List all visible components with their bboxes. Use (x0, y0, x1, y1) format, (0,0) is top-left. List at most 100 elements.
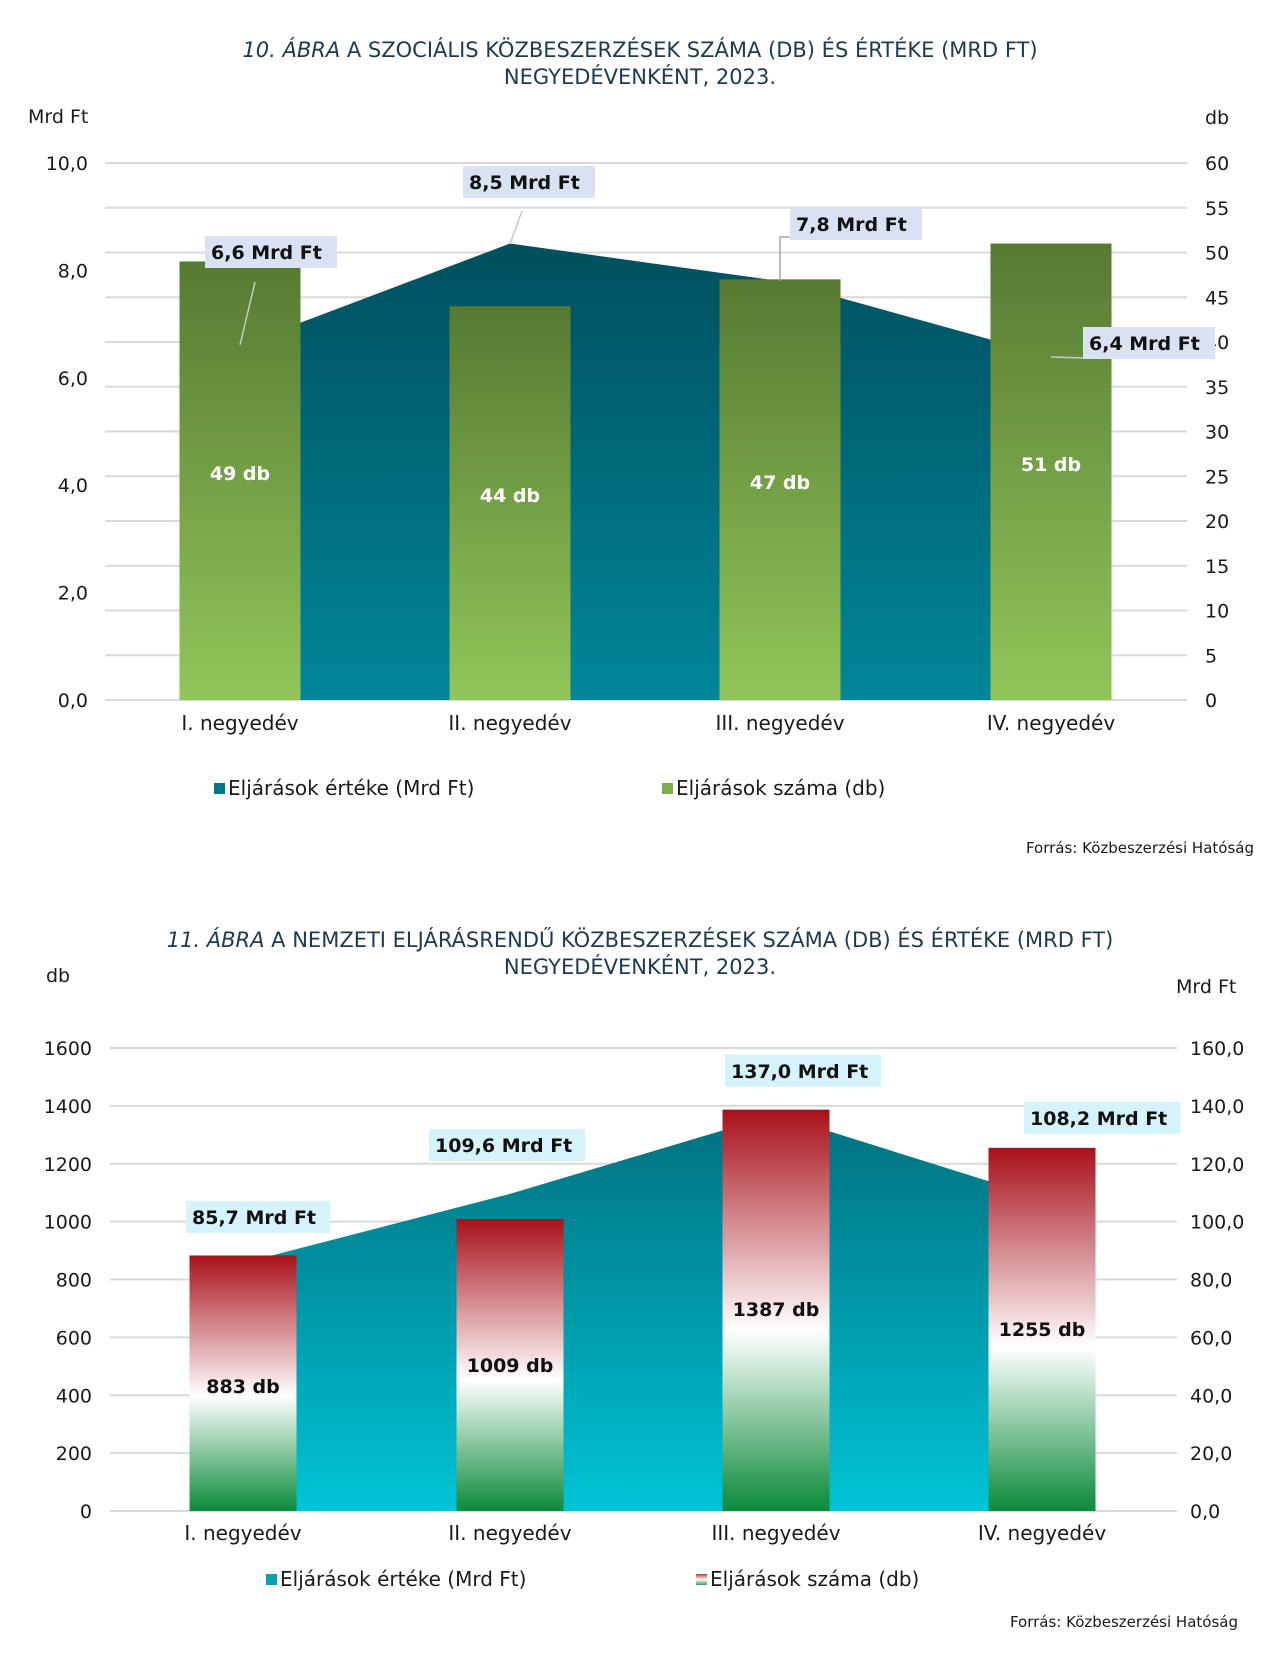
left-axis-tick-label: 1400 (44, 1096, 92, 1118)
left-axis-tick-label: 0,0 (58, 690, 88, 712)
left-axis-tick-label: 1000 (44, 1212, 92, 1234)
right-axis-tick-label: 25 (1205, 466, 1229, 488)
area-value-label: 6,4 Mrd Ft (1089, 333, 1200, 355)
legend-label-count: Eljárások száma (db) (710, 1567, 919, 1591)
value-label-bg (725, 1055, 882, 1087)
leader-line (509, 210, 523, 245)
area-series-value (240, 243, 1051, 701)
chart-10-legend: Eljárások értéke (Mrd Ft) Eljárások szám… (214, 776, 885, 800)
chart-10-source: Forrás: Közbeszerzési Hatóság (1026, 839, 1254, 857)
right-axis-tick-label: 40,0 (1190, 1385, 1232, 1407)
category-label: I. negyedév (184, 1521, 301, 1545)
left-axis-tick-label: 0 (80, 1501, 92, 1523)
right-axis-tick-label: 80,0 (1190, 1270, 1232, 1292)
right-axis-tick-label: 20 (1205, 511, 1229, 533)
legend-swatch-count (696, 1574, 707, 1585)
legend-swatch-value (266, 1574, 277, 1585)
right-axis-tick-label: 100,0 (1190, 1212, 1244, 1234)
bar-value-label: 44 db (480, 485, 540, 507)
area-value-label: 7,8 Mrd Ft (796, 214, 907, 236)
chart-10-left-axis-label: Mrd Ft (28, 106, 88, 128)
chart-11-title-text: A NEMZETI ELJÁRÁSRENDŰ KÖZBESZERZÉSEK SZ… (265, 927, 1114, 952)
left-axis-tick-label: 2,0 (58, 583, 88, 605)
chart-10-right-axis-label: db (1205, 107, 1229, 129)
value-label-bg (186, 1201, 331, 1233)
value-label-bg (205, 236, 337, 268)
bar-count (988, 1147, 1096, 1511)
left-axis-tick-label: 8,0 (58, 260, 88, 282)
right-axis-tick-label: 60,0 (1190, 1327, 1232, 1349)
right-axis-tick-label: 5 (1205, 645, 1217, 667)
bar-value-label: 883 db (206, 1376, 279, 1398)
chart-11-title-prefix: 11. ÁBRA (167, 927, 265, 952)
bar-value-label: 47 db (750, 472, 810, 494)
left-axis-tick-label: 4,0 (58, 475, 88, 497)
legend-label-value: Eljárások értéke (Mrd Ft) (228, 776, 474, 800)
category-label: III. negyedév (715, 711, 844, 735)
leader-line (1050, 356, 1086, 359)
right-axis-tick-label: 15 (1205, 556, 1229, 578)
legend-label-count: Eljárások száma (db) (676, 776, 885, 800)
area-series-value (243, 1114, 1042, 1511)
left-axis-tick-label: 200 (56, 1443, 92, 1465)
leader-line (239, 281, 256, 346)
area-value-label: 109,6 Mrd Ft (435, 1135, 572, 1157)
right-axis-tick-label: 55 (1205, 198, 1229, 220)
category-label: I. negyedév (181, 711, 298, 735)
chart-11-source: Forrás: Közbeszerzési Hatóság (1010, 1613, 1238, 1631)
chart-11-left-axis-label: db (46, 965, 70, 987)
legend-label-value: Eljárások értéke (Mrd Ft) (280, 1567, 526, 1591)
bar-count (719, 279, 841, 700)
chart-11-title-line2: NEGYEDÉVENKÉNT, 2023. (504, 954, 776, 979)
value-label-bg (790, 208, 922, 240)
bar-count (189, 1255, 297, 1511)
right-axis-tick-label: 45 (1205, 287, 1229, 309)
right-axis-tick-label: 0,0 (1190, 1501, 1220, 1523)
leader-line (779, 236, 790, 281)
left-axis-tick-label: 600 (56, 1327, 92, 1349)
left-axis-tick-label: 6,0 (58, 368, 88, 390)
bar-count (456, 1219, 564, 1511)
area-value-label: 8,5 Mrd Ft (469, 172, 580, 194)
category-label: II. negyedév (448, 1521, 571, 1545)
category-label: II. negyedév (448, 711, 571, 735)
right-axis-tick-label: 20,0 (1190, 1443, 1232, 1465)
right-axis-tick-label: 35 (1205, 377, 1229, 399)
value-label-bg (429, 1129, 586, 1161)
left-axis-tick-label: 1200 (44, 1154, 92, 1176)
bar-count (179, 261, 301, 700)
value-label-bg (1024, 1102, 1181, 1134)
category-label: III. negyedév (711, 1521, 840, 1545)
chart-11: 11. ÁBRA A NEMZETI ELJÁRÁSRENDŰ KÖZBESZE… (44, 927, 1245, 1631)
legend-swatch-value (214, 783, 225, 794)
right-axis-tick-label: 0 (1205, 690, 1217, 712)
bar-count (990, 243, 1112, 701)
right-axis-tick-label: 160,0 (1190, 1038, 1244, 1060)
area-value-label: 108,2 Mrd Ft (1030, 1108, 1167, 1130)
chart-10-title-line1: 10. ÁBRA A SZOCIÁLIS KÖZBESZERZÉSEK SZÁM… (242, 37, 1037, 62)
chart-11-legend: Eljárások értéke (Mrd Ft) Eljárások szám… (266, 1567, 919, 1591)
left-axis-tick-label: 400 (56, 1385, 92, 1407)
chart-10-title-prefix: 10. ÁBRA (242, 37, 340, 62)
left-axis-tick-label: 1600 (44, 1038, 92, 1060)
chart-10-title-text: A SZOCIÁLIS KÖZBESZERZÉSEK SZÁMA (DB) ÉS… (340, 37, 1037, 62)
bar-count (722, 1109, 830, 1511)
bar-value-label: 51 db (1021, 454, 1081, 476)
right-axis-tick-label: 120,0 (1190, 1154, 1244, 1176)
left-axis-tick-label: 10,0 (46, 153, 88, 175)
area-value-label: 85,7 Mrd Ft (192, 1207, 316, 1229)
bar-value-label: 1387 db (733, 1299, 820, 1321)
bar-value-label: 1009 db (467, 1355, 554, 1377)
right-axis-tick-label: 60 (1205, 153, 1229, 175)
area-value-label: 6,6 Mrd Ft (211, 242, 322, 264)
right-axis-tick-label: 30 (1205, 422, 1229, 444)
value-label-bg (1083, 327, 1215, 359)
chart-10-title-line2: NEGYEDÉVENKÉNT, 2023. (504, 64, 776, 89)
right-axis-tick-label: 140,0 (1190, 1096, 1244, 1118)
bar-count (449, 306, 571, 700)
chart-11-title-line1: 11. ÁBRA A NEMZETI ELJÁRÁSRENDŰ KÖZBESZE… (167, 927, 1114, 952)
left-axis-tick-label: 800 (56, 1270, 92, 1292)
bar-value-label: 49 db (210, 463, 270, 485)
right-axis-tick-label: 50 (1205, 243, 1229, 265)
